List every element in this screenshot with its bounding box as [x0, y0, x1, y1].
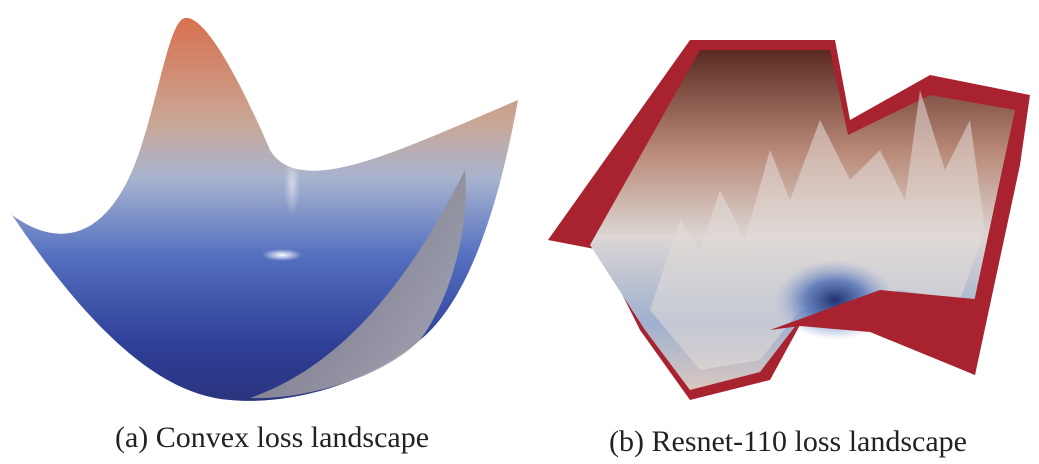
caption: (b) Resnet-110 loss landscape: [609, 425, 967, 458]
resnet-surface: [548, 40, 1030, 400]
convex-surface: [12, 17, 518, 401]
caption: (a) Convex loss landscape: [115, 421, 429, 454]
